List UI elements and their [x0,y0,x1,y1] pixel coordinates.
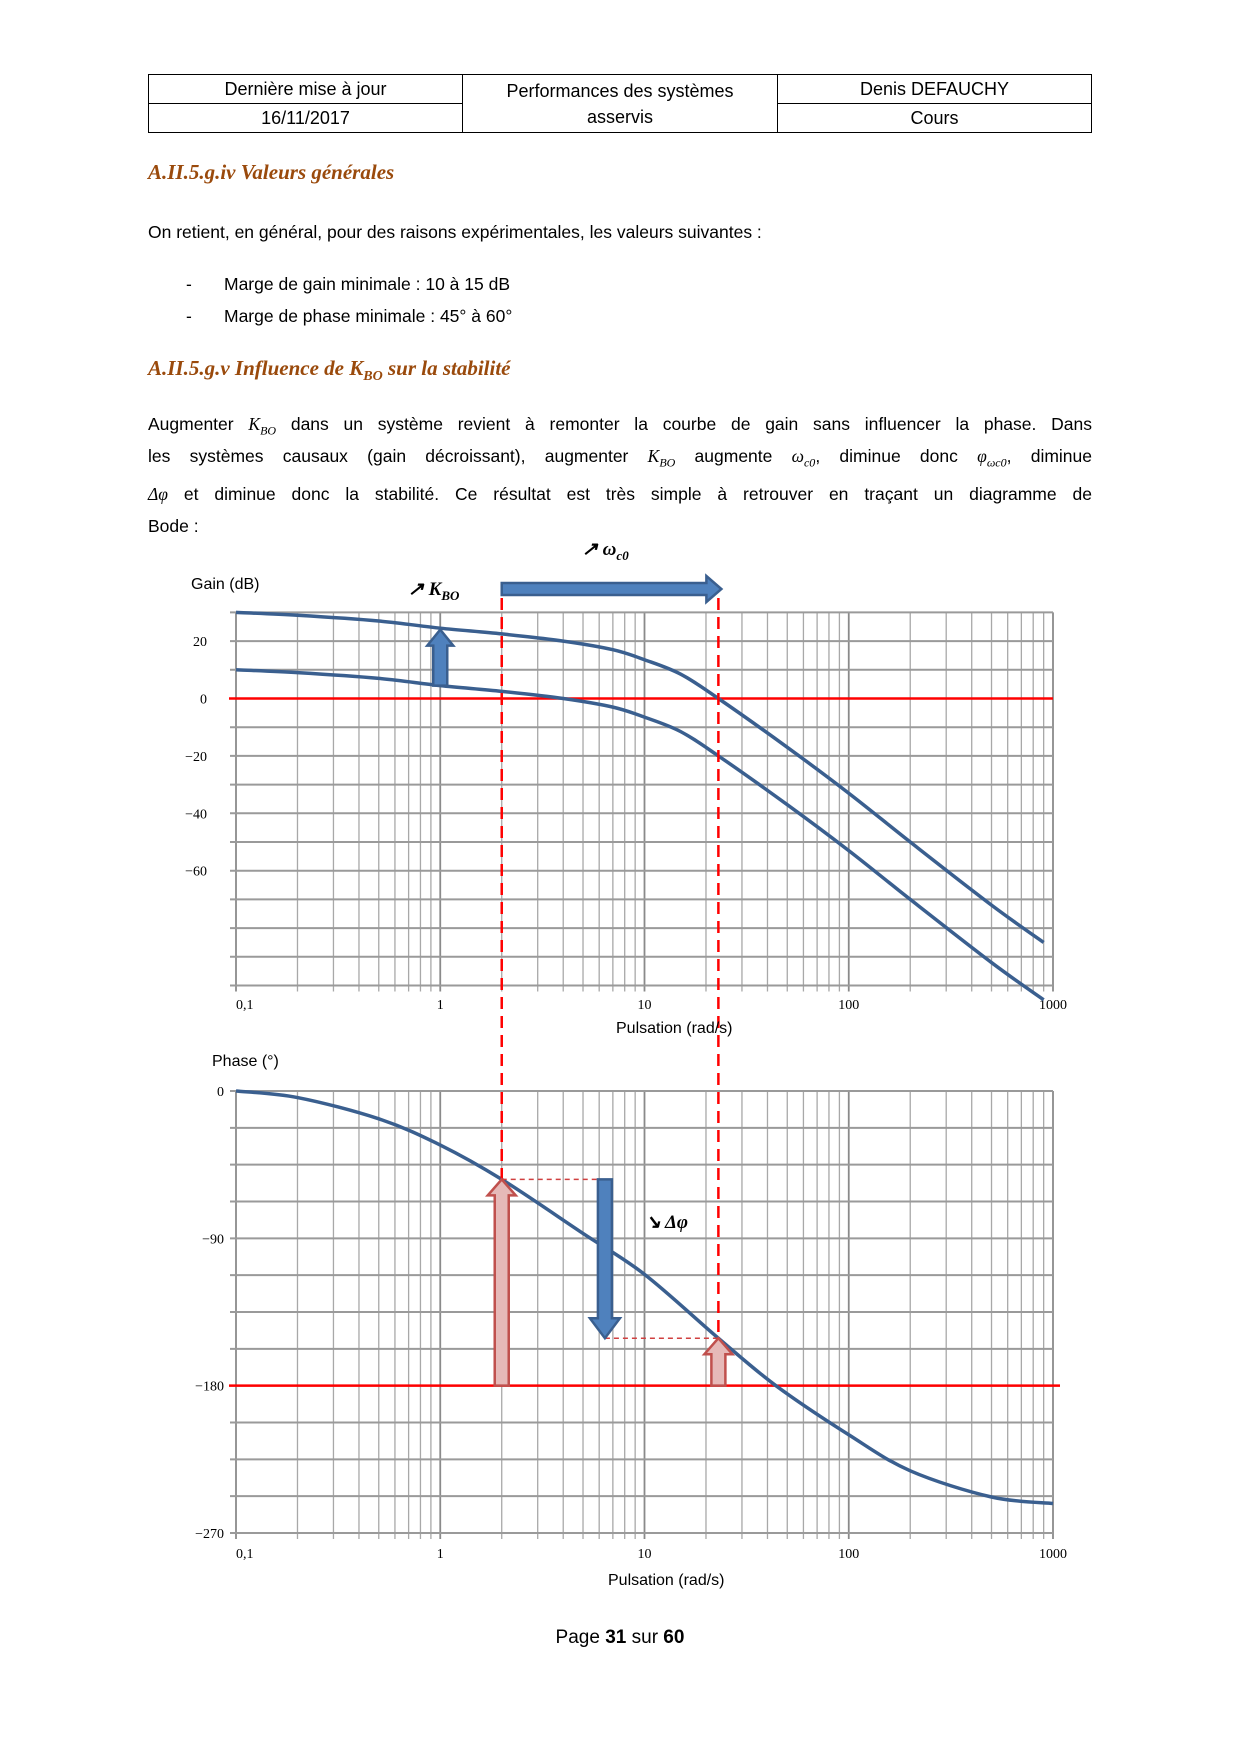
section-heading-influence: A.II.5.g.v Influence de KBO sur la stabi… [148,356,511,385]
heading-math-sub: BO [363,369,383,385]
gain-chart: 20 0 −20 −40 −60 0,1 1 10 100 1000 [185,610,1067,1013]
gain-x-axis-label: Pulsation (rad/s) [616,1020,733,1037]
math-kbo: KBO [248,414,276,438]
annotation-sub: BO [441,587,460,603]
phase-x-tick-label: 100 [838,1547,859,1562]
phase-x-tick-label: 10 [638,1547,652,1562]
wc-increase-arrow [500,573,724,605]
gain-x-tick-label: 1000 [1039,998,1067,1013]
header-title: Performances des systèmes asservis [462,74,778,133]
section-heading-valeurs: A.II.5.g.iv Valeurs générales [148,160,395,184]
math-omega: ωc0 [791,446,816,470]
phase-axis-label: Phase (°) [212,1053,279,1070]
math: ω [791,446,804,466]
header-author: Denis DEFAUCHY [776,74,1093,104]
phase-y-tick-label: −90 [202,1232,224,1247]
gain-y-tick-label: −40 [185,807,207,822]
kbo-increase-arrow [424,627,456,687]
text: et diminue donc la stabilité. Ce résulta… [167,484,1092,504]
gain-x-tick-label: 1 [437,998,444,1013]
gain-y-tick-label: −60 [185,865,207,880]
text: dans un système revient à remonter la co… [276,414,1092,434]
math: φ [977,446,987,466]
math-sub: BO [659,455,676,470]
text: , diminue donc [815,446,978,466]
wc-annotation: ↗ ωc0 [582,538,629,564]
footer-text: sur [626,1627,664,1648]
math-dphi: Δφ [148,484,168,504]
math: K [248,414,261,434]
text: augmente [675,446,792,466]
math: K [647,446,660,466]
annotation-text: ↗ K [408,579,442,600]
text: Augmenter [148,414,249,434]
annotations [424,573,736,1387]
gain-y-tick-label: 0 [200,693,207,708]
phase-curve [235,1089,1054,1506]
paragraph-line-1: Augmenter KBO dans un système revient à … [148,414,1092,439]
heading-math: K [349,356,364,380]
bullet-gain-margin: Marge de gain minimale : 10 à 15 dB [224,274,510,294]
annotation-sub: c0 [616,547,629,563]
header-doc-type: Cours [776,103,1093,133]
delta-phi-decrease-arrow [587,1178,623,1341]
header-table: Dernière mise à jour Performances des sy… [147,74,1093,133]
intro-text: On retient, en général, pour des raisons… [148,222,762,242]
gain-x-tick-label: 10 [638,998,652,1013]
paragraph-line-4: Bode : [148,516,199,536]
phase-y-tick-label: −180 [195,1380,224,1395]
text: , diminue [1006,446,1093,466]
phase-chart: 0 −90 −180 −270 0,1 1 10 100 1000 [195,1085,1067,1562]
footer-text: Page [555,1627,606,1648]
page-number: 31 [605,1627,627,1648]
gain-curve-1 [235,610,1045,944]
kbo-annotation: ↗ KBO [408,578,459,604]
paragraph-line-2: les systèmes causaux (gain décroissant),… [148,446,1092,471]
gain-curve-2 [235,668,1045,1002]
bullet-dash: - [186,274,192,294]
annotation-text: ↗ ω [582,539,617,560]
text: les systèmes causaux (gain décroissant),… [148,446,648,466]
gain-axis-label: Gain (dB) [191,576,260,593]
math-kbo: KBO [647,446,676,470]
gain-y-tick-label: 20 [193,635,207,650]
phase-y-tick-label: 0 [217,1085,224,1100]
heading-text: sur la stabilité [382,356,511,380]
phase-x-axis-label: Pulsation (rad/s) [608,1572,725,1589]
math-sub: ωc0 [986,455,1007,470]
phase-x-tick-label: 0,1 [236,1547,254,1562]
page-total: 60 [663,1627,685,1648]
math-sub: c0 [803,455,816,470]
heading-text: A.II.5.g.v Influence de [148,356,350,380]
bullet-phase-margin: Marge de phase minimale : 45° à 60° [224,306,513,326]
paragraph-line-3: Δφ et diminue donc la stabilité. Ce résu… [148,484,1092,505]
gain-x-tick-label: 0,1 [236,998,254,1013]
header-date: 16/11/2017 [147,103,464,133]
math-phi: φωc0 [977,446,1007,470]
phase-margin-arrow-1 [484,1177,519,1387]
phase-x-tick-label: 1 [437,1547,444,1562]
dphi-annotation: ↘ Δφ [645,1212,688,1233]
gain-y-tick-label: −20 [185,750,207,765]
phase-margin-arrow-2 [701,1336,736,1387]
math-sub: BO [260,423,277,438]
bullet-dash: - [186,306,192,326]
phase-y-tick-label: −270 [195,1527,224,1542]
page-footer: Page 31 sur 60 [0,1627,1240,1649]
header-updated-label: Dernière mise à jour [147,74,464,104]
gain-x-tick-label: 100 [838,998,859,1013]
phase-x-tick-label: 1000 [1039,1547,1067,1562]
